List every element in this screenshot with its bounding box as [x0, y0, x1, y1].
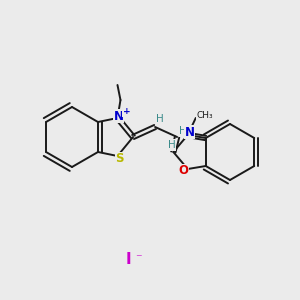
Text: N: N — [185, 125, 195, 139]
Text: +: + — [123, 107, 130, 116]
Text: S: S — [115, 152, 124, 166]
Text: O: O — [179, 164, 189, 178]
Text: CH₃: CH₃ — [196, 110, 213, 119]
Text: H: H — [179, 126, 187, 136]
Text: H: H — [156, 114, 164, 124]
Text: H: H — [168, 140, 176, 150]
Text: N: N — [113, 110, 124, 122]
Text: I: I — [125, 253, 131, 268]
Text: ⁻: ⁻ — [135, 253, 141, 266]
